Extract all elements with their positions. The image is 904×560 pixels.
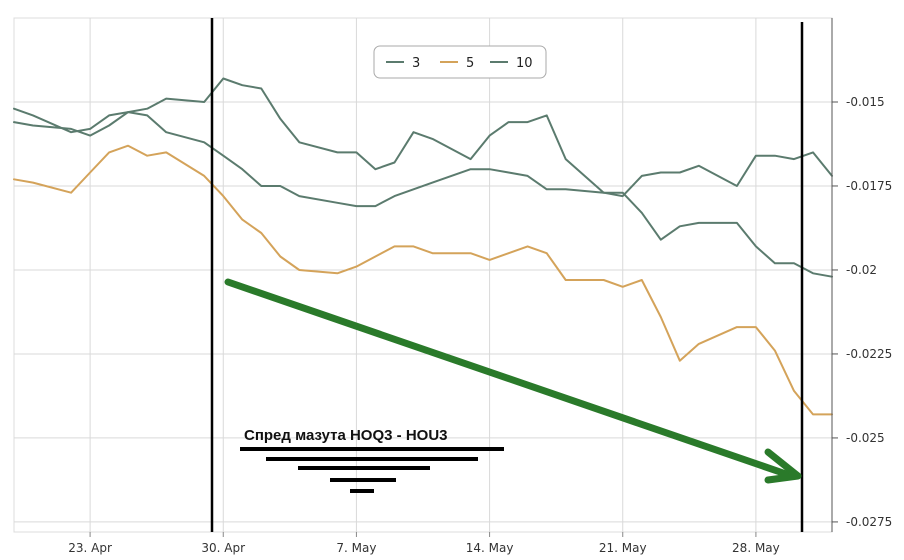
series-line-3	[13, 107, 833, 278]
legend-label-10[interactable]: 10	[516, 56, 533, 71]
legend: 3 5 10	[373, 45, 547, 79]
trend-arrow-shaft	[224, 278, 790, 478]
annotation-text: Спред мазута HOQ3 - HOU3	[244, 427, 448, 444]
series-layer	[13, 77, 833, 416]
plot-background	[13, 17, 833, 533]
y-tick-label: -0.015	[846, 95, 885, 109]
grid-layer	[14, 18, 832, 532]
x-tick-label: 7. May	[336, 541, 376, 555]
y-tick-label: -0.0275	[846, 515, 892, 529]
legend-box	[373, 45, 547, 79]
legend-label-5[interactable]: 5	[466, 56, 474, 71]
x-tick-label: 23. Apr	[68, 541, 112, 555]
legend-label-3[interactable]: 3	[412, 56, 420, 71]
trend-arrow-head	[764, 448, 802, 484]
series-line-10	[13, 77, 833, 198]
x-tick-label: 30. Apr	[201, 541, 245, 555]
y-tick-label: -0.0175	[846, 179, 892, 193]
x-tick-label: 21. May	[599, 541, 647, 555]
y-tick-label: -0.0225	[846, 347, 892, 361]
y-tick-label: -0.025	[846, 431, 885, 445]
axis-layer: 23. Apr 30. Apr 7. May 14. May 21. May 28. Ma…	[68, 18, 892, 555]
x-tick-label: 14. May	[466, 541, 514, 555]
y-tick-label: -0.02	[846, 263, 877, 277]
overlay-layer	[210, 18, 804, 532]
annotation: Спред мазута HOQ3 - HOU3	[240, 427, 504, 493]
x-tick-label: 28. May	[732, 541, 780, 555]
series-line-5	[13, 144, 833, 416]
